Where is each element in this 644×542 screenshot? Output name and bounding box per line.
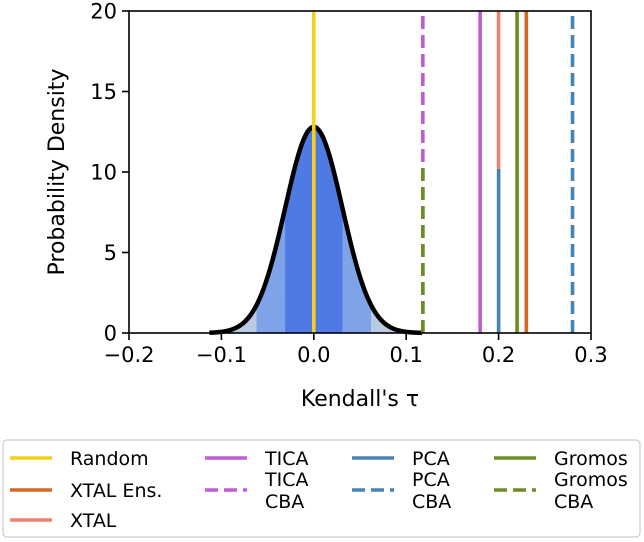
x-axis-ticks: −0.2 −0.1 0.0 0.1 0.2 0.3 — [104, 333, 608, 367]
legend-label-xtal: XTAL — [70, 510, 117, 532]
legend-label-line: PCA — [412, 469, 450, 491]
x-tick-label: 0.3 — [574, 343, 607, 367]
y-tick-label: 5 — [104, 241, 117, 265]
legend-label-line: TICA — [264, 469, 308, 491]
legend-label-tica-cba: TICA CBA — [264, 469, 308, 513]
y-tick-label: 0 — [104, 322, 117, 346]
x-tick-label: 0.1 — [389, 343, 422, 367]
distribution-curve — [209, 124, 422, 336]
legend-label-line: CBA — [265, 491, 304, 513]
legend-label-line: CBA — [412, 491, 451, 513]
legend-label-line: CBA — [554, 491, 593, 513]
legend-label-gromos-cba: Gromos CBA — [554, 469, 628, 513]
distribution-bands — [209, 126, 422, 333]
y-tick-label: 15 — [90, 80, 117, 104]
x-tick-label: −0.1 — [196, 343, 247, 367]
y-axis-ticks: 0 5 10 15 20 — [90, 0, 129, 346]
legend-frame — [2, 439, 641, 538]
legend-label-pca-cba: PCA CBA — [412, 469, 451, 513]
legend-label-gromos: Gromos — [554, 448, 628, 470]
legend-label-tica: TICA — [264, 448, 308, 470]
x-tick-label: 0.0 — [297, 343, 330, 367]
x-tick-label: 0.2 — [482, 343, 515, 367]
legend-label-line: Gromos — [554, 469, 628, 491]
y-tick-label: 20 — [90, 0, 117, 24]
x-axis-label: Kendall's τ — [301, 387, 419, 412]
y-tick-label: 10 — [90, 161, 117, 185]
legend-label-pca: PCA — [412, 448, 450, 470]
x-tick-label: −0.2 — [104, 343, 155, 367]
y-axis-label: Probability Density — [45, 69, 70, 276]
legend-label-xtal-ens-: XTAL Ens. — [70, 480, 162, 502]
reference-lines — [311, 11, 575, 333]
legend-label-random: Random — [70, 448, 149, 470]
